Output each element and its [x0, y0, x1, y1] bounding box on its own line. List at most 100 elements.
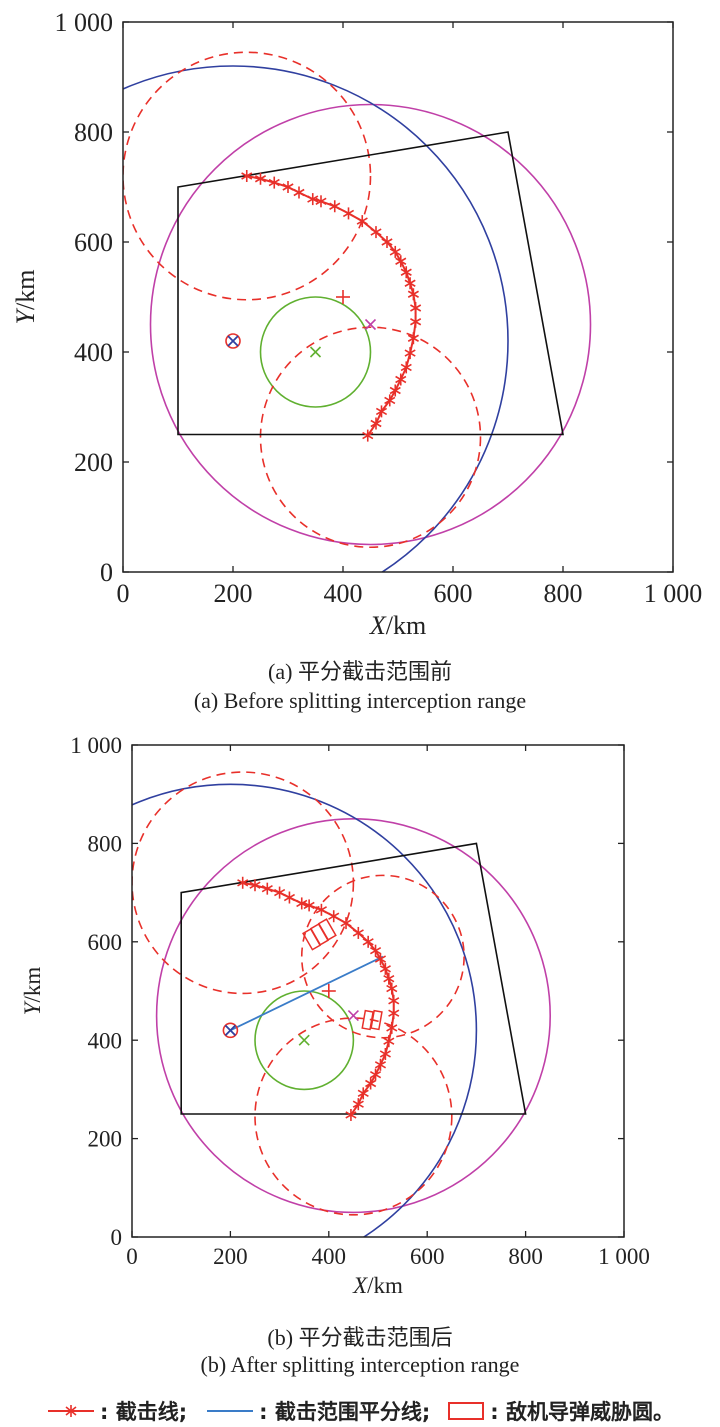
interception-point-18 — [410, 315, 422, 328]
interception-point-1 — [254, 172, 267, 185]
interception-point-25 — [375, 405, 388, 418]
red-plus-marker — [336, 290, 350, 304]
y-tick-label-0: 0 — [111, 1225, 123, 1250]
interception-point-18 — [388, 1007, 400, 1020]
x-tick-label-4: 800 — [544, 579, 583, 608]
interception-point-26 — [352, 1098, 364, 1111]
blue-circle — [123, 65, 509, 572]
y-tick-label-2: 400 — [88, 1028, 123, 1053]
interception-point-0 — [241, 170, 253, 182]
x-tick-label-3: 600 — [410, 1244, 445, 1269]
blue-circle — [132, 783, 478, 1237]
legend-interception-line-icon — [48, 1405, 95, 1417]
y-tick-label-2: 400 — [74, 338, 113, 367]
magenta-circle — [155, 818, 551, 1214]
plot-area — [132, 771, 551, 1237]
green-x-marker — [298, 1034, 310, 1046]
y-tick-label-5: 1 000 — [55, 8, 114, 37]
y-tick-label-3: 600 — [88, 930, 123, 955]
blue-circled-x-marker — [225, 333, 241, 349]
chart-b: 00 200 200 400 400 600 600 800 800 1 000 1 000 X/km… — [20, 733, 650, 1298]
legend-bisector-icon — [207, 1410, 254, 1412]
interception-point-25 — [357, 1087, 369, 1100]
y-tick-label-4: 800 — [88, 831, 123, 856]
interception-point-15 — [383, 972, 395, 985]
interception-point-23 — [389, 384, 401, 397]
caption-b-en: (b) After splitting interception range — [200, 1352, 520, 1377]
interception-point-0 — [237, 876, 249, 889]
y-tick-label-1: 200 — [74, 448, 113, 477]
interception-point-3 — [282, 181, 294, 193]
y-axis-label: Y/km — [20, 967, 45, 1016]
y-tick-label-5: 1 000 — [70, 733, 122, 758]
x-tick-label-5: 1 000 — [644, 579, 703, 608]
interception-point-27 — [345, 1108, 357, 1121]
green-circle — [259, 296, 372, 408]
x-axis-label: X/km — [369, 611, 426, 640]
red-dashed-circle-upper — [132, 771, 355, 995]
interception-line — [242, 881, 395, 1116]
blue-circled-x-marker — [222, 1022, 239, 1039]
interception-point-2 — [268, 176, 280, 189]
interception-point-21 — [379, 1047, 391, 1060]
threat-rect-2 — [317, 918, 337, 941]
interception-point-24 — [384, 394, 396, 407]
bisector-line — [230, 955, 384, 1032]
interception-point-19 — [407, 332, 419, 345]
green-circle — [254, 990, 355, 1091]
interception-point-20 — [404, 347, 416, 360]
interception-point-19 — [386, 1021, 398, 1034]
legend-threat-circle-label: : 敌机导弹威胁圆。 — [490, 1400, 674, 1424]
airspace-polygon — [180, 842, 527, 1115]
interception-point-4 — [283, 891, 296, 904]
plot-area — [123, 51, 592, 572]
interception-point-10 — [352, 926, 364, 939]
x-tick-label-4: 800 — [508, 1244, 543, 1269]
green-x-marker — [309, 346, 322, 358]
red-dashed-circle-lower — [259, 326, 482, 549]
interception-point-12 — [369, 944, 382, 957]
x-tick-label-0: 0 — [117, 579, 130, 608]
interception-point-21 — [400, 361, 412, 374]
chart-a: 00 200 200 400 400 600 600 800 800 1 000 1 000 X/km… — [11, 8, 703, 640]
interception-line — [246, 175, 417, 437]
interception-point-16 — [386, 982, 398, 995]
interception-point-11 — [362, 935, 374, 948]
caption-a-cn: (a) 平分截击范围前 — [268, 659, 452, 684]
interception-point-3 — [274, 886, 286, 899]
interception-point-12 — [389, 245, 401, 258]
interception-point-17 — [388, 994, 400, 1007]
interception-point-14 — [379, 962, 391, 975]
interception-point-16 — [407, 288, 419, 301]
interception-point-26 — [370, 417, 382, 430]
interception-point-24 — [365, 1077, 377, 1090]
x-tick-label-1: 200 — [213, 1244, 248, 1269]
interception-point-9 — [340, 917, 352, 930]
interception-point-1 — [249, 879, 261, 892]
interception-point-8 — [328, 910, 340, 923]
interception-point-17 — [410, 302, 422, 314]
y-tick-label-0: 0 — [100, 558, 113, 587]
x-axis-label: X/km — [352, 1273, 403, 1298]
interception-point-7 — [329, 200, 341, 213]
caption-b-cn: (b) 平分截击范围后 — [267, 1325, 453, 1350]
y-axis-label: Y/km — [11, 270, 40, 325]
magenta-x-marker — [347, 1010, 359, 1022]
interception-point-6 — [315, 195, 327, 208]
magenta-circle — [149, 103, 592, 546]
interception-point-14 — [400, 266, 412, 279]
x-tick-label-3: 600 — [434, 579, 473, 608]
interception-point-9 — [356, 215, 368, 228]
magenta-x-marker — [364, 318, 377, 331]
legend: : 截击线; : 截击范围平分线; : 敌机导弹威胁圆。 — [0, 1396, 720, 1426]
threat-rect-4 — [370, 1009, 383, 1031]
red-dashed-circle-lower — [254, 1017, 453, 1216]
interception-point-5 — [307, 193, 319, 206]
interception-point-5 — [296, 897, 308, 910]
red-plus-marker — [321, 984, 336, 998]
interception-point-23 — [369, 1068, 382, 1081]
y-tick-label-4: 800 — [74, 118, 113, 147]
x-tick-label-1: 200 — [214, 579, 253, 608]
threat-rect-3 — [361, 1009, 374, 1031]
interception-point-11 — [381, 236, 393, 248]
